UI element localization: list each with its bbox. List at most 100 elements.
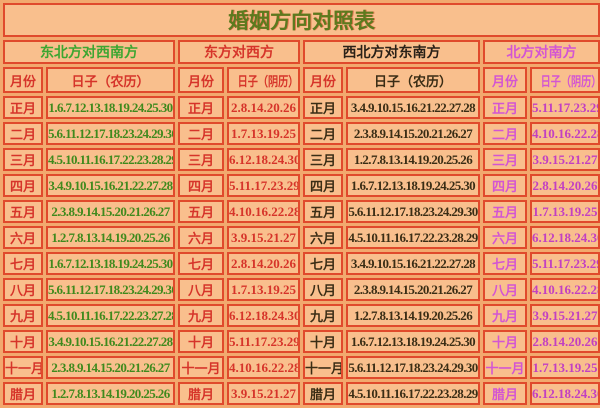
days-cell: 2.8.14.20.26: [530, 174, 600, 197]
days-column-header: 日子（阴历）: [530, 67, 600, 93]
days-cell: 1.2.7.8.13.14.19.20.25.26: [346, 304, 480, 327]
month-cell: 二月: [483, 122, 527, 145]
month-cell: 六月: [3, 226, 43, 249]
days-cell: 4.5.10.11.16.17.22.23.27.28: [46, 304, 175, 327]
days-cell: 5.6.11.12.17.18.23.24.29.30: [46, 122, 175, 145]
table-row: 十月 3.4.9.10.15.16.21.22.27.28 十月 5.11.17.23…: [3, 330, 600, 353]
days-cell: 5.11.17.23.29: [530, 252, 600, 275]
direction-header-row: 东北方对西南方 东方对西方 西北方对东南方 北方对南方: [3, 40, 600, 64]
month-cell: 七月: [483, 252, 527, 275]
month-cell: 二月: [3, 122, 43, 145]
days-cell: 1.6.7.12.13.18.19.24.25.30: [346, 330, 480, 353]
month-cell: 十月: [3, 330, 43, 353]
days-cell: 3.4.9.10.15.16.21.22.27.28: [46, 330, 175, 353]
month-cell: 五月: [303, 200, 343, 223]
month-cell: 二月: [303, 122, 343, 145]
days-cell: 1.2.7.8.13.14.19.20.25.26: [346, 148, 480, 171]
month-cell: 七月: [178, 252, 224, 275]
month-column-header: 月份: [3, 67, 43, 93]
month-cell: 腊月: [178, 382, 224, 405]
table-row: 正月 1.6.7.12.13.18.19.24.25.30 正月 2.8.14.20.…: [3, 96, 600, 119]
month-cell: 九月: [3, 304, 43, 327]
days-cell: 6.12.18.24.30: [530, 226, 600, 249]
month-cell: 腊月: [483, 382, 527, 405]
days-cell: 1.2.7.8.13.14.19.20.25.26: [46, 382, 175, 405]
days-cell: 1.7.13.19.25: [530, 200, 600, 223]
table-row: 三月 4.5.10.11.16.17.22.23.28.29 三月 6.12.18.2…: [3, 148, 600, 171]
days-cell: 1.2.7.8.13.14.19.20.25.26: [46, 226, 175, 249]
month-cell: 九月: [303, 304, 343, 327]
month-cell: 八月: [3, 278, 43, 301]
days-cell: 3.9.15.21.27: [227, 226, 300, 249]
days-cell: 1.6.7.12.13.18.19.24.25.30: [46, 252, 175, 275]
month-cell: 腊月: [303, 382, 343, 405]
days-cell: 2.8.14.20.26: [530, 330, 600, 353]
month-cell: 四月: [178, 174, 224, 197]
month-cell: 四月: [483, 174, 527, 197]
table-row: 十一月 2.3.8.9.14.15.20.21.26.27 十一月 4.10.16.2…: [3, 356, 600, 379]
month-cell: 八月: [303, 278, 343, 301]
days-cell: 1.7.13.19.25: [530, 356, 600, 379]
days-cell: 4.5.10.11.16.17.22.23.28.29: [46, 148, 175, 171]
month-cell: 腊月: [3, 382, 43, 405]
sub-header-row: 月份 日子（农历） 月份 日子（阴历） 月份 日子（农历） 月份 日子（阴历）: [3, 67, 600, 93]
days-cell: 2.3.8.9.14.15.20.21.26.27: [46, 356, 175, 379]
days-cell: 2.3.8.9.14.15.20.21.26.27: [46, 200, 175, 223]
month-cell: 五月: [483, 200, 527, 223]
days-cell: 2.8.14.20.26: [227, 252, 300, 275]
days-cell: 4.10.16.22.28: [227, 200, 300, 223]
month-cell: 五月: [178, 200, 224, 223]
month-cell: 七月: [303, 252, 343, 275]
month-cell: 正月: [178, 96, 224, 119]
table-row: 八月 5.6.11.12.17.18.23.24.29.30 八月 1.7.13.19…: [3, 278, 600, 301]
days-cell: 3.4.9.10.15.16.21.22.27.28: [46, 174, 175, 197]
days-cell: 6.12.18.24.30: [227, 304, 300, 327]
month-column-header: 月份: [483, 67, 527, 93]
days-cell: 6.12.18.24.30: [530, 382, 600, 405]
table-row: 二月 5.6.11.12.17.18.23.24.29.30 二月 1.7.13.19…: [3, 122, 600, 145]
days-cell: 1.6.7.12.13.18.19.24.25.30: [346, 174, 480, 197]
month-cell: 六月: [178, 226, 224, 249]
month-cell: 二月: [178, 122, 224, 145]
days-cell: 4.10.16.22.28: [227, 356, 300, 379]
days-cell: 3.4.9.10.15.16.21.22.27.28: [346, 252, 480, 275]
days-cell: 3.4.9.10.15.16.21.22.27.28: [346, 96, 480, 119]
month-cell: 三月: [3, 148, 43, 171]
month-cell: 正月: [483, 96, 527, 119]
days-cell: 3.9.15.21.27: [530, 148, 600, 171]
month-cell: 正月: [3, 96, 43, 119]
direction-header-northwest-southeast: 西北方对东南方: [303, 40, 480, 64]
direction-header-northeast-southwest: 东北方对西南方: [3, 40, 175, 64]
days-column-header: 日子（农历）: [46, 67, 175, 93]
days-cell: 1.7.13.19.25: [227, 278, 300, 301]
table-row: 六月 1.2.7.8.13.14.19.20.25.26 六月 3.9.15.21.2…: [3, 226, 600, 249]
days-cell: 5.6.11.12.17.18.23.24.29.30: [346, 200, 480, 223]
days-cell: 3.9.15.21.27: [227, 382, 300, 405]
page-title: 婚姻方向对照表: [3, 3, 600, 37]
table-body: 正月 1.6.7.12.13.18.19.24.25.30 正月 2.8.14.20.…: [3, 96, 600, 405]
month-column-header: 月份: [178, 67, 224, 93]
table-row: 五月 2.3.8.9.14.15.20.21.26.27 五月 4.10.16.22.…: [3, 200, 600, 223]
days-cell: 2.8.14.20.26: [227, 96, 300, 119]
month-cell: 六月: [483, 226, 527, 249]
month-cell: 六月: [303, 226, 343, 249]
month-cell: 四月: [3, 174, 43, 197]
direction-header-north-south: 北方对南方: [483, 40, 600, 64]
month-column-header: 月份: [303, 67, 343, 93]
month-cell: 四月: [303, 174, 343, 197]
month-cell: 三月: [483, 148, 527, 171]
month-cell: 九月: [483, 304, 527, 327]
days-cell: 5.6.11.12.17.18.23.24.29.30: [346, 356, 480, 379]
direction-header-east-west: 东方对西方: [178, 40, 300, 64]
month-cell: 十月: [483, 330, 527, 353]
days-cell: 1.7.13.19.25: [227, 122, 300, 145]
days-cell: 5.11.17.23.29: [227, 174, 300, 197]
days-column-header: 日子（农历）: [346, 67, 480, 93]
days-cell: 5.6.11.12.17.18.23.24.29.30: [46, 278, 175, 301]
table-row: 七月 1.6.7.12.13.18.19.24.25.30 七月 2.8.14.20.…: [3, 252, 600, 275]
days-cell: 4.10.16.22.28: [530, 278, 600, 301]
days-cell: 3.9.15.21.27: [530, 304, 600, 327]
month-cell: 三月: [178, 148, 224, 171]
